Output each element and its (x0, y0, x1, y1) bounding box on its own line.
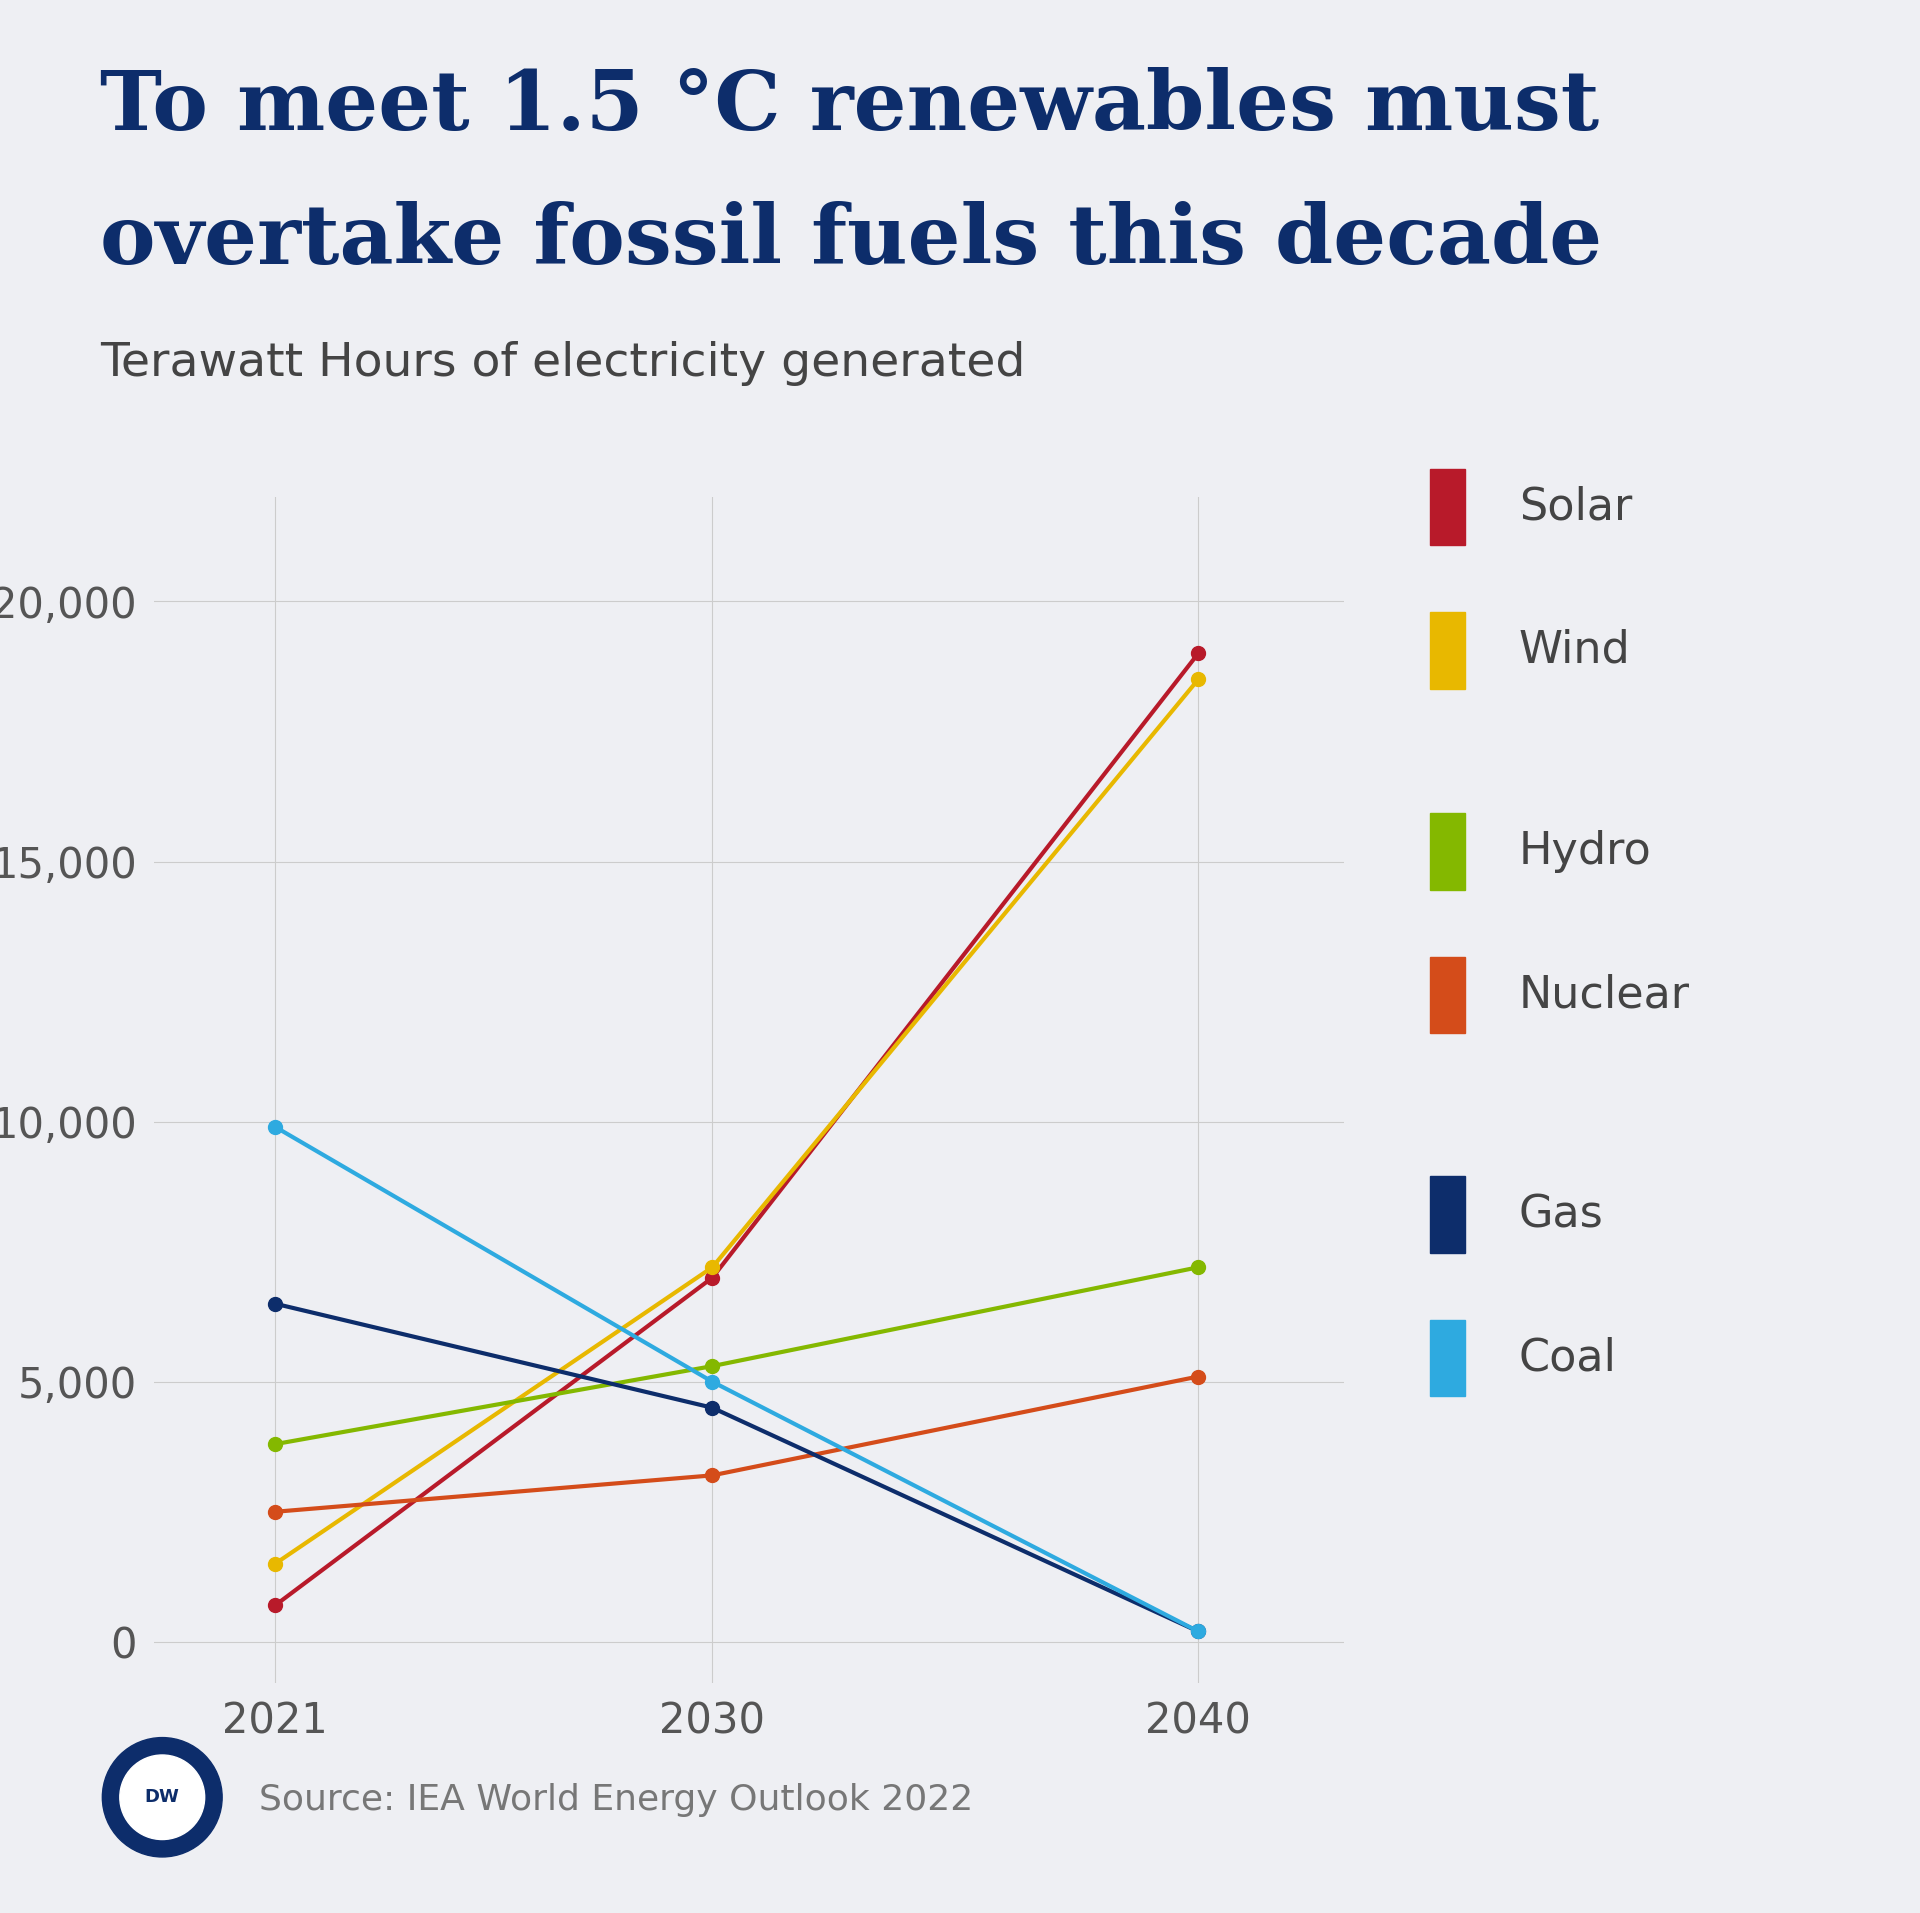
Text: Solar: Solar (1519, 486, 1632, 528)
Text: Terawatt Hours of electricity generated: Terawatt Hours of electricity generated (100, 341, 1025, 386)
Text: To meet 1.5 °C renewables must: To meet 1.5 °C renewables must (100, 67, 1599, 147)
Text: Source: IEA World Energy Outlook 2022: Source: IEA World Energy Outlook 2022 (259, 1783, 973, 1817)
Text: Hydro: Hydro (1519, 830, 1651, 872)
Circle shape (119, 1754, 205, 1840)
Circle shape (102, 1737, 223, 1858)
Text: overtake fossil fuels this decade: overtake fossil fuels this decade (100, 201, 1601, 281)
Text: Coal: Coal (1519, 1337, 1617, 1379)
Text: Nuclear: Nuclear (1519, 974, 1690, 1016)
Text: Gas: Gas (1519, 1194, 1603, 1236)
Text: DW: DW (144, 1789, 180, 1806)
Text: Wind: Wind (1519, 629, 1630, 671)
